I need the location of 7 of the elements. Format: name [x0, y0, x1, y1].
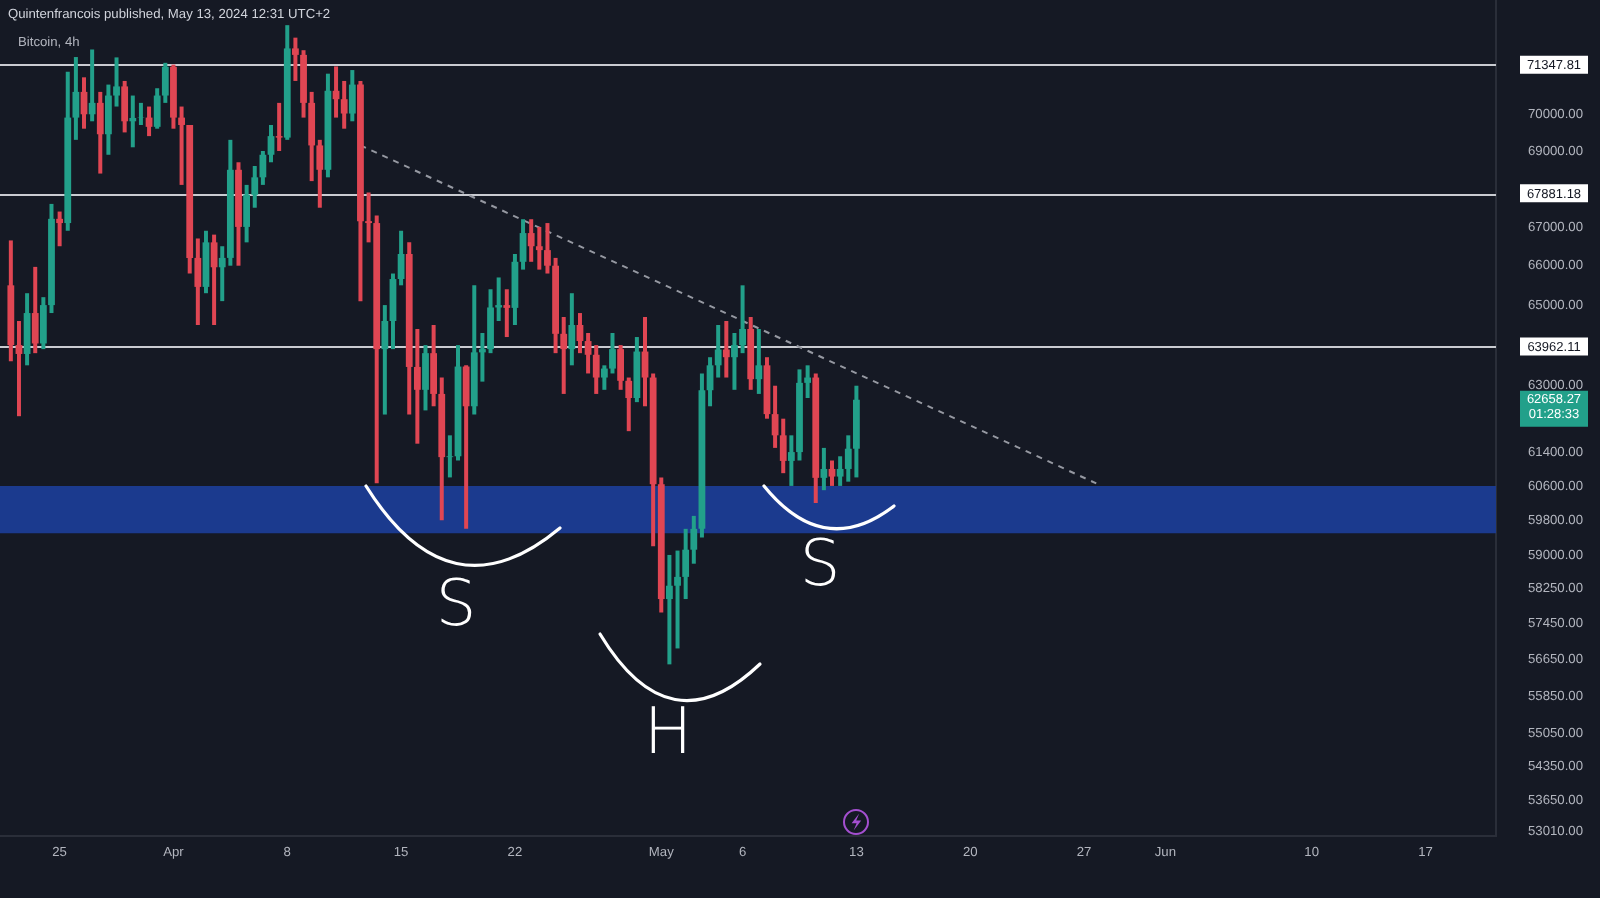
- candlestick: [503, 289, 511, 338]
- annotation: H: [643, 692, 693, 769]
- candlestick: [535, 226, 543, 270]
- candlestick: [129, 95, 137, 148]
- candlestick: [275, 102, 283, 152]
- annotation: S: [435, 564, 477, 641]
- annotation: S: [799, 524, 841, 601]
